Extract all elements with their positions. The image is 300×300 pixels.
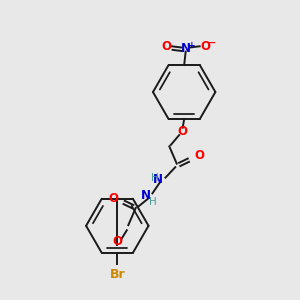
Text: H: H <box>151 172 159 183</box>
Text: N: N <box>152 173 163 187</box>
Text: O: O <box>112 235 122 248</box>
Text: O: O <box>200 40 210 53</box>
Text: O: O <box>108 192 118 205</box>
Text: N: N <box>141 189 151 202</box>
Text: +: + <box>188 40 196 50</box>
Text: Br: Br <box>110 268 125 281</box>
Text: O: O <box>178 125 188 138</box>
Text: H: H <box>149 197 157 207</box>
Text: −: − <box>208 38 217 48</box>
Text: N: N <box>181 42 191 55</box>
Text: O: O <box>194 149 204 162</box>
Text: O: O <box>161 40 171 53</box>
